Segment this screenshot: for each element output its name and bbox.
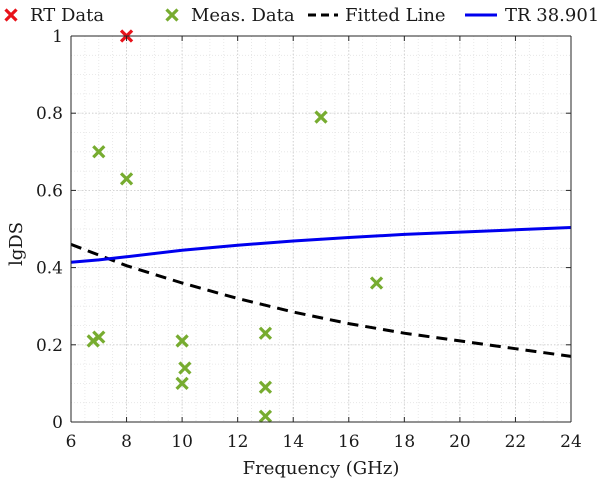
data-point-meas-data: [258, 326, 273, 340]
tick-labels: 6 8 10 12 14 16 18 20 22 24 0 0.2 0.4 0.6 0.8 1: [36, 27, 582, 452]
x-tick-label: 22: [505, 432, 527, 452]
data-point-meas-data-stroke-b: [314, 110, 328, 124]
legend-item-fitted-line: Fitted Line: [308, 5, 446, 26]
legend-item-tr-38901: TR 38.901: [465, 5, 599, 26]
y-tick-label: 0: [52, 413, 63, 433]
x-axis-title: Frequency (GHz): [243, 458, 400, 479]
data-point-meas-data-stroke-b: [258, 326, 273, 340]
legend-x-marker-stroke-b: [165, 8, 179, 22]
legend-label-rt-data: RT Data: [30, 5, 104, 26]
x-tick-label: 12: [227, 432, 249, 452]
data-point-meas-data-stroke-b: [175, 334, 189, 348]
data-point-meas-data: [175, 334, 189, 348]
legend-marker-rt-data: [4, 8, 18, 22]
data-point-meas-data: [92, 145, 106, 159]
legend-marker-meas-data: [165, 8, 179, 22]
x-tick-label: 16: [338, 432, 360, 452]
legend-label-meas-data: Meas. Data: [191, 5, 295, 26]
data-point-meas-data: [258, 409, 273, 423]
data-point-meas-data: [119, 172, 134, 186]
legend-x-marker: [165, 8, 179, 22]
data-point-meas-data: [314, 110, 328, 124]
data-point-meas-data: [369, 276, 384, 290]
x-tick-label: 18: [394, 432, 416, 452]
data-point-meas-data: [178, 361, 192, 375]
series-line-fitted-line: [70, 242, 572, 358]
legend-label-tr-38901: TR 38.901: [505, 5, 599, 26]
legend-label-fitted-line: Fitted Line: [345, 5, 446, 26]
data-point-meas-data-stroke-b: [178, 361, 192, 375]
data-point-meas-data-stroke-b: [175, 376, 189, 391]
data-point-meas-data-stroke-b: [369, 276, 384, 290]
y-axis-title: lgDS: [6, 222, 27, 266]
series-line-tr-38-901: [70, 226, 572, 264]
x-tick-label: 24: [560, 432, 582, 452]
data-point-meas-data-stroke-b: [258, 409, 273, 423]
x-tick-label: 14: [282, 432, 304, 452]
x-tick-label: 10: [171, 432, 193, 452]
data-point-meas-data: [92, 330, 106, 344]
data-point-meas-data: [175, 376, 189, 391]
data-point-meas-data-stroke-b: [92, 330, 106, 344]
legend-x-marker: [4, 8, 18, 22]
y-tick-label: 0.2: [36, 336, 63, 356]
plot-series: [70, 29, 572, 423]
axes: [70, 35, 572, 423]
data-point-meas-data-stroke-b: [119, 172, 134, 186]
x-tick-label: 20: [449, 432, 471, 452]
data-point-meas-data-stroke-b: [258, 380, 273, 394]
data-point-meas-data: [258, 380, 273, 394]
legend-x-marker-stroke-b: [4, 8, 18, 22]
x-tick-label: 8: [121, 432, 132, 452]
y-tick-label: 0.6: [36, 181, 63, 201]
legend: RT Data Meas. Data Fitted Line TR 38.901: [4, 5, 599, 26]
minor-grid: [70, 35, 572, 423]
x-tick-label: 6: [66, 432, 77, 452]
data-point-meas-data-stroke-b: [92, 145, 106, 159]
y-tick-label: 0.8: [36, 104, 63, 124]
legend-item-meas-data: Meas. Data: [165, 5, 295, 26]
legend-item-rt-data: RT Data: [4, 5, 104, 26]
y-tick-label: 0.4: [36, 259, 63, 279]
y-tick-label: 1: [52, 27, 63, 47]
